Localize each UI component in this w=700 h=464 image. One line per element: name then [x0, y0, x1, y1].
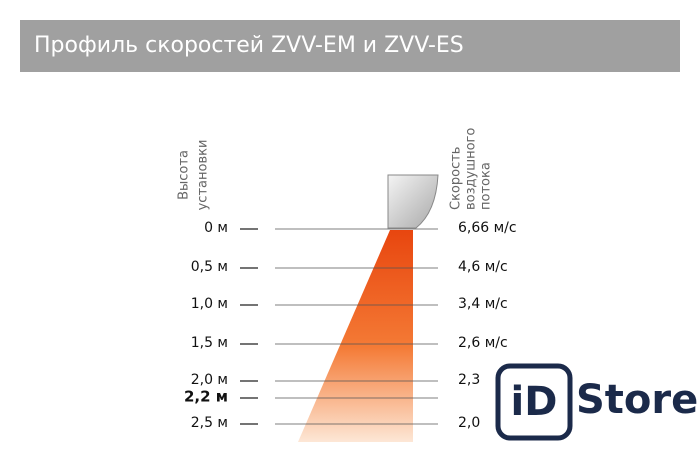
right-label: Скорость — [449, 147, 464, 210]
left-label: Высота — [177, 150, 192, 200]
speed-label: 2,0 — [458, 415, 480, 431]
right-label: потока — [479, 162, 494, 210]
right-label: воздушного — [464, 128, 479, 210]
logo-frame — [495, 363, 573, 441]
speed-label: 3,4 м/с — [458, 296, 508, 312]
height-label: 2,5 м — [191, 415, 228, 431]
logo: iD Store — [495, 363, 698, 441]
speed-label: 2,6 м/с — [458, 335, 508, 351]
height-label: 1,0 м — [191, 296, 228, 312]
height-label: 2,2 м — [184, 388, 228, 406]
height-label: 1,5 м — [191, 335, 228, 351]
height-label: 0 м — [204, 220, 228, 236]
heater-device — [387, 174, 439, 229]
air-cone — [298, 230, 413, 442]
header-bar — [20, 20, 680, 72]
speed-label: 6,66 м/с — [458, 220, 517, 236]
header-title: Профиль скоростей ZVV-EM и ZVV-ES — [34, 33, 464, 58]
left-label: установки — [196, 140, 211, 211]
height-label: 2,0 м — [191, 372, 228, 388]
speed-label: 2,3 — [458, 372, 480, 388]
speed-label: 4,6 м/с — [458, 259, 508, 275]
logo-text: Store — [576, 377, 698, 423]
height-label: 0,5 м — [191, 259, 228, 275]
logo-mark: iD — [511, 379, 558, 425]
